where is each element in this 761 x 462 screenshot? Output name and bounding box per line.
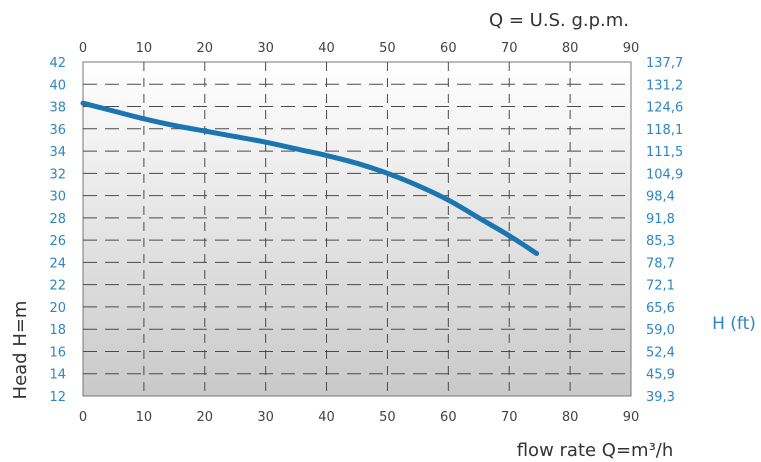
left-axis-ticks: 12 14 16 18 20 22 24 26 28 30 32 34 36 38 40 42 bbox=[49, 56, 66, 405]
right-tick-label: 137,7 bbox=[646, 56, 683, 71]
right-tick-label: 45,9 bbox=[646, 368, 675, 383]
right-tick-label: 59,0 bbox=[646, 323, 675, 338]
left-tick-label: 14 bbox=[49, 368, 66, 383]
left-tick-label: 18 bbox=[49, 323, 66, 338]
right-tick-label: 52,4 bbox=[646, 345, 675, 360]
left-tick-label: 26 bbox=[49, 234, 66, 249]
left-tick-label: 42 bbox=[49, 56, 66, 71]
right-tick-label: 104,9 bbox=[646, 167, 683, 182]
bottom-axis-label: flow rate Q=m³/h bbox=[517, 440, 674, 461]
left-tick-label: 32 bbox=[49, 167, 66, 182]
right-tick-label: 124,6 bbox=[646, 101, 683, 116]
bottom-tick-label: 60 bbox=[440, 410, 457, 425]
right-tick-label: 65,6 bbox=[646, 301, 675, 316]
left-tick-label: 34 bbox=[49, 145, 66, 160]
right-axis-ticks: 39,3 45,9 52,4 59,0 65,6 72,1 78,7 85,3 91,8 98,4… bbox=[646, 56, 683, 405]
head-flow-curve bbox=[80, 100, 540, 256]
left-tick-label: 12 bbox=[49, 390, 66, 405]
right-tick-label: 78,7 bbox=[646, 256, 675, 271]
right-axis-label: H (ft) bbox=[712, 314, 756, 334]
left-tick-label: 30 bbox=[49, 190, 66, 205]
top-tick-label: 90 bbox=[623, 41, 640, 56]
left-tick-label: 38 bbox=[49, 101, 66, 116]
left-tick-label: 16 bbox=[49, 345, 66, 360]
bottom-tick-label: 90 bbox=[623, 410, 640, 425]
bottom-tick-label: 0 bbox=[79, 410, 87, 425]
grid-lines bbox=[83, 62, 631, 396]
right-tick-label: 91,8 bbox=[646, 212, 675, 227]
right-tick-label: 118,1 bbox=[646, 123, 683, 138]
bottom-tick-label: 50 bbox=[379, 410, 396, 425]
right-tick-label: 72,1 bbox=[646, 279, 675, 294]
right-tick-label: 131,2 bbox=[646, 78, 683, 93]
top-tick-label: 60 bbox=[440, 41, 457, 56]
left-axis-label: Head H=m bbox=[10, 301, 31, 400]
bottom-tick-label: 80 bbox=[562, 410, 579, 425]
top-tick-label: 40 bbox=[318, 41, 335, 56]
top-tick-label: 0 bbox=[79, 41, 87, 56]
left-tick-label: 24 bbox=[49, 256, 66, 271]
bottom-tick-label: 10 bbox=[136, 410, 153, 425]
top-axis-label: Q = U.S. g.p.m. bbox=[489, 10, 629, 31]
plot-area bbox=[82, 61, 632, 397]
left-tick-label: 36 bbox=[49, 123, 66, 138]
top-tick-label: 20 bbox=[197, 41, 214, 56]
top-tick-label: 70 bbox=[501, 41, 518, 56]
bottom-tick-label: 20 bbox=[197, 410, 214, 425]
top-tick-label: 80 bbox=[562, 41, 579, 56]
right-tick-label: 39,3 bbox=[646, 390, 675, 405]
top-tick-label: 10 bbox=[136, 41, 153, 56]
left-tick-label: 28 bbox=[49, 212, 66, 227]
right-tick-label: 85,3 bbox=[646, 234, 675, 249]
bottom-tick-label: 70 bbox=[501, 410, 518, 425]
right-tick-label: 111,5 bbox=[646, 145, 683, 160]
right-tick-label: 98,4 bbox=[646, 190, 675, 205]
top-axis-ticks: 0 10 20 30 40 50 60 70 80 90 bbox=[79, 41, 639, 56]
top-tick-label: 30 bbox=[257, 41, 274, 56]
top-tick-label: 50 bbox=[379, 41, 396, 56]
left-tick-label: 20 bbox=[49, 301, 66, 316]
bottom-axis-ticks: 0 10 20 30 40 50 60 70 80 90 bbox=[79, 410, 639, 425]
left-tick-label: 40 bbox=[49, 78, 66, 93]
bottom-tick-label: 40 bbox=[318, 410, 335, 425]
bottom-tick-label: 30 bbox=[257, 410, 274, 425]
left-tick-label: 22 bbox=[49, 279, 66, 294]
